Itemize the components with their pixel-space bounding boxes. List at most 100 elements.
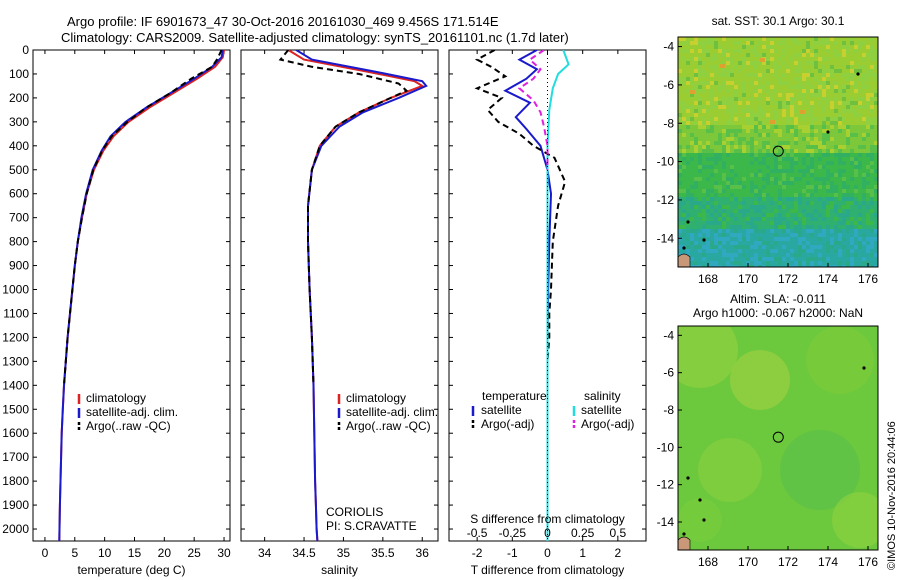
y-tick-label: 800: [9, 235, 29, 249]
y-tick-label: 1500: [2, 402, 29, 416]
difference-panel: -2 -1 0 1 2 T difference from climatology -0.5…: [448, 49, 647, 577]
legend-label: satellite-adj. clim.: [346, 405, 438, 419]
sla-map-subtitle: Argo h1000: -0.067 h2000: NaN: [692, 306, 864, 320]
sla-blob: [730, 350, 790, 410]
legend-label: satellite: [481, 403, 522, 417]
argo-location-marker: [772, 145, 784, 157]
y-tick-label: 0: [22, 43, 29, 57]
sla-blob: [678, 326, 738, 388]
x-tick-label: 34.5: [292, 546, 316, 560]
s-tick-label: 0.5: [610, 526, 627, 540]
series-group: [278, 50, 428, 541]
y-tick-label: -10: [657, 155, 675, 169]
series-line: [546, 50, 570, 541]
pi-label: PI: S.CRAVATTE: [326, 519, 417, 533]
series-group: [58, 50, 225, 541]
island-mark: [826, 130, 830, 134]
island-mark: [702, 238, 706, 242]
y-tick-label: -6: [663, 78, 674, 92]
legend-label: Argo(-adj): [581, 417, 634, 431]
legend-label: climatology: [86, 391, 146, 405]
figure-title-line1: Argo profile: IF 6901673_47 30-Oct-2016 …: [67, 14, 499, 29]
y-tick-label: -12: [657, 193, 675, 207]
series-line: [517, 50, 549, 170]
sla-blob: [832, 492, 878, 548]
sla-blob: [698, 438, 762, 502]
s-tick-label: -0.5: [467, 526, 488, 540]
y-tick-label: -4: [663, 328, 674, 342]
coastline-land: [678, 536, 691, 550]
s-tick-label: -0.25: [499, 526, 527, 540]
warm-patch: [690, 90, 695, 94]
argo-location-marker: [772, 431, 784, 443]
legend-label: Argo(..raw -QC): [346, 419, 431, 433]
x-tick-label: 170: [738, 272, 758, 286]
x-tick-label: 172: [778, 555, 798, 569]
series-line: [63, 50, 223, 386]
y-tick-label: 1400: [2, 378, 29, 392]
x-tick-label: 20: [158, 546, 172, 560]
y-tick-label: -8: [663, 403, 674, 417]
x-tick-label: 30: [217, 546, 231, 560]
sla-blob: [678, 498, 722, 542]
island-mark: [686, 476, 690, 480]
warm-patch: [720, 64, 725, 68]
institution-label: CORIOLIS: [326, 505, 383, 519]
y-tick-label: 1600: [2, 426, 29, 440]
y-tick-label: 500: [9, 163, 29, 177]
x-tick-label: 174: [818, 272, 838, 286]
x-tick-label: 5: [71, 546, 78, 560]
s-tick-label: 0.25: [571, 526, 595, 540]
x-tick-label: 10: [98, 546, 112, 560]
y-tick-label: 900: [9, 259, 29, 273]
x-tick-label: 25: [188, 546, 202, 560]
legend-label: climatology: [346, 391, 406, 405]
x-tick-label: 172: [778, 272, 798, 286]
y-tick-label: -8: [663, 116, 674, 130]
x-tick-label: 168: [698, 272, 718, 286]
sst-map-title: sat. SST: 30.1 Argo: 30.1: [711, 14, 845, 28]
y-tick-label: 1800: [2, 474, 29, 488]
x-tick-label: 170: [738, 555, 758, 569]
coastline-land: [678, 253, 691, 267]
x-tick-label: 176: [858, 555, 878, 569]
y-tick-label: 700: [9, 211, 29, 225]
map-frame: [677, 36, 879, 268]
legend-label: Argo(..raw -QC): [86, 419, 171, 433]
x-tick-label: 168: [698, 555, 718, 569]
y-tick-label: 2000: [2, 522, 29, 536]
x-tick-label: 174: [818, 555, 838, 569]
island-mark: [698, 498, 702, 502]
map-field: [678, 37, 878, 267]
legend-label: satellite: [581, 403, 622, 417]
x-tick-label: -2: [472, 546, 483, 560]
y-tick-label: 1700: [2, 450, 29, 464]
plot-frame: [32, 49, 231, 542]
y-tick-label: -12: [657, 478, 675, 492]
figure-title-line2: Climatology: CARS2009. Satellite-adjuste…: [61, 30, 569, 45]
x-tick-label: 34: [258, 546, 272, 560]
map-field: [678, 326, 878, 550]
y-tick-label: 100: [9, 67, 29, 81]
warm-patch: [800, 110, 805, 114]
map-frame: [677, 325, 879, 551]
x-axis-label: T difference from climatology: [471, 563, 625, 577]
sla-blob: [780, 430, 860, 510]
y-tick-label: -10: [657, 440, 675, 454]
y-tick-label: -14: [657, 515, 675, 529]
legend-title: salinity: [584, 389, 621, 403]
y-tick-label: 1300: [2, 354, 29, 368]
island-mark: [702, 518, 706, 522]
salinity-panel: 34 34.5 35 35.5 36 salinity climatologysatelli…: [240, 49, 439, 577]
island-mark: [856, 72, 860, 76]
series-line: [474, 50, 567, 386]
x-tick-label: 35: [337, 546, 351, 560]
island-mark: [682, 246, 686, 250]
y-tick-label: -4: [663, 40, 674, 54]
sla-map-panel: 168 170 172 174 176 -4 -6 -8 -10 -12 -14: [657, 325, 879, 569]
warm-patch: [770, 120, 775, 124]
series-group: [474, 50, 570, 541]
y-tick-label: 1900: [2, 498, 29, 512]
y-tick-label: -14: [657, 231, 675, 245]
